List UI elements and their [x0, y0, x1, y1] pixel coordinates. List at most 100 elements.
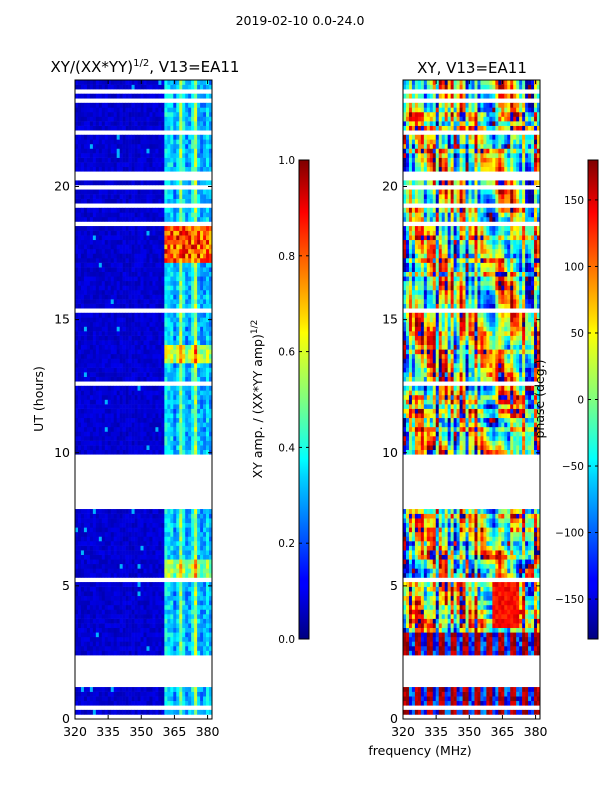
amp-cell: [86, 276, 91, 282]
amp-cell: [179, 189, 183, 195]
amp-cell: [101, 645, 106, 651]
amp-cell: [131, 399, 135, 405]
amp-cell: [128, 230, 132, 236]
amp-cell: [143, 518, 147, 524]
amp-cell: [194, 536, 198, 542]
amp-cell: [75, 614, 79, 619]
amp-cell: [149, 157, 153, 163]
amp-cell: [194, 600, 198, 606]
amp-cell: [176, 509, 180, 514]
amp-cell: [92, 84, 97, 90]
amp-cell: [77, 157, 82, 163]
amp-cell: [101, 194, 106, 199]
amp-cell: [98, 253, 103, 259]
amp-cell: [158, 157, 162, 163]
amp-cell: [98, 312, 103, 318]
amp-cell: [209, 102, 212, 108]
amp-cell: [110, 641, 115, 647]
amp-cell: [173, 572, 177, 578]
amp-cell: [143, 216, 147, 222]
amp-cell: [98, 335, 103, 341]
amp-cell: [149, 280, 153, 286]
amp-cell: [119, 335, 123, 341]
amp-cell: [149, 216, 153, 222]
amp-cell: [119, 390, 123, 396]
amp-cell: [101, 582, 106, 587]
amp-cell: [152, 226, 156, 231]
amp-cell: [101, 614, 106, 619]
amp-cell: [149, 600, 153, 606]
amp-cell: [131, 212, 135, 218]
amp-cell: [203, 321, 207, 327]
amp-cell: [107, 153, 112, 158]
amp-cell: [173, 582, 177, 587]
amp-cell: [191, 582, 195, 587]
amp-cell: [83, 522, 88, 528]
amp-cell: [185, 545, 189, 551]
amp-cell: [200, 650, 204, 656]
amp-cell: [80, 102, 85, 108]
amp-cell: [83, 394, 88, 400]
amp-cell: [161, 417, 165, 423]
amp-cell: [179, 285, 183, 291]
amp-cell: [131, 618, 135, 624]
amp-cell: [75, 641, 79, 647]
amp-cell: [158, 404, 162, 409]
amp-cell: [173, 362, 177, 368]
amp-cell: [122, 591, 126, 597]
amp-cell: [203, 253, 207, 259]
amp-cell: [173, 554, 177, 560]
amp-cell: [209, 121, 212, 126]
amp-cell: [86, 426, 91, 432]
amp-cell: [75, 591, 79, 597]
amp-cell: [143, 226, 147, 231]
amp-cell: [122, 408, 126, 414]
amp-cell: [122, 641, 126, 647]
amp-cell: [119, 180, 123, 186]
amp-cell: [110, 376, 115, 382]
amp-cell: [104, 102, 109, 108]
amp-cell: [173, 331, 177, 336]
amp-cell: [170, 390, 174, 396]
amp-cell: [161, 93, 165, 99]
amp-cell: [119, 417, 123, 423]
amp-cell: [209, 134, 212, 140]
amp-cell: [176, 540, 180, 546]
amp-cell: [179, 696, 183, 702]
amp-cell: [164, 148, 168, 154]
amp-cell: [152, 125, 156, 131]
amp-cell: [197, 404, 201, 409]
amp-cell: [158, 572, 162, 578]
amp-cell: [134, 267, 138, 272]
amp-cell: [146, 317, 150, 323]
amp-cell: [77, 134, 82, 140]
amp-cell: [203, 285, 207, 291]
amp-cell: [209, 531, 212, 537]
amp-cell: [83, 157, 88, 163]
amp-cell: [209, 262, 212, 268]
amp-cell: [104, 312, 109, 318]
amp-cell: [188, 390, 192, 396]
right-panel-title: XY, V13=EA11: [417, 59, 527, 77]
amp-cell: [179, 650, 183, 656]
amp-cell: [167, 522, 171, 528]
amp-cell: [104, 194, 109, 199]
amp-cell: [116, 321, 120, 327]
amp-cell: [110, 691, 115, 697]
amp-cell: [158, 641, 162, 647]
amp-cell: [167, 143, 171, 149]
amp-cell: [173, 289, 177, 295]
amp-cell: [131, 93, 135, 99]
amp-cell: [155, 376, 159, 382]
amp-cell: [206, 559, 210, 565]
amp-cell: [203, 641, 207, 647]
amp-cell: [107, 582, 112, 587]
amp-cell: [188, 294, 192, 300]
amp-cell: [200, 143, 204, 149]
amp-cell: [185, 609, 189, 615]
amp-cell: [170, 696, 174, 702]
amp-cell: [98, 445, 103, 450]
amp-cell: [104, 436, 109, 441]
amp-cell: [89, 111, 94, 117]
amp-cell: [170, 527, 174, 533]
